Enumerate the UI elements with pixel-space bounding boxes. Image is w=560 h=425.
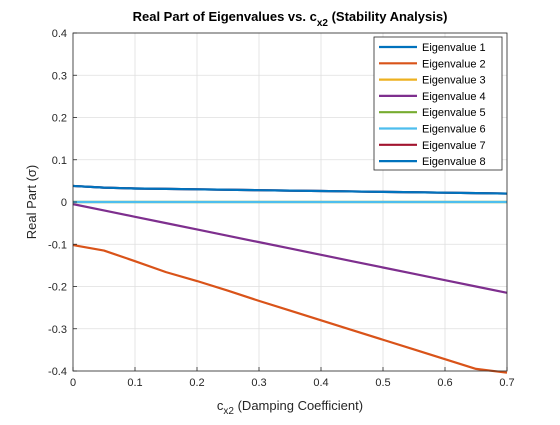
x-tick-label: 0.2 [189, 377, 204, 389]
legend-box [373, 36, 503, 171]
x-tick-label: 0.6 [437, 377, 452, 389]
y-axis-label: Real Part (σ) [24, 165, 39, 239]
legend-label-eigenvalue-8: Eigenvalue 8 [422, 156, 486, 168]
y-tick-label: -0.3 [48, 324, 67, 336]
x-tick-label: 0.5 [375, 377, 390, 389]
chart-title: Real Part of Eigenvalues vs. cx2 (Stabil… [133, 9, 448, 29]
legend-label-eigenvalue-3: Eigenvalue 3 [422, 75, 486, 87]
legend-label-eigenvalue-5: Eigenvalue 5 [422, 107, 486, 119]
y-tick-label: 0 [61, 197, 67, 209]
y-tick-label: -0.4 [48, 366, 67, 378]
x-tick-label: 0.7 [499, 377, 514, 389]
y-tick-label: 0.3 [52, 70, 67, 82]
y-tick-label: -0.1 [48, 239, 67, 251]
legend-label-eigenvalue-6: Eigenvalue 6 [422, 124, 486, 136]
series-line-eigenvalue-2 [72, 244, 508, 374]
x-tick-label: 0 [70, 377, 76, 389]
y-tick-label: 0.4 [52, 28, 67, 40]
y-tick-label: 0.2 [52, 113, 67, 125]
y-tick-label: -0.2 [48, 282, 67, 294]
x-axis-label: cx2 (Damping Coefficient) [217, 398, 363, 417]
y-tick-label: 0.1 [52, 155, 67, 167]
series-line-eigenvalue-4 [72, 203, 508, 294]
x-tick-label: 0.3 [251, 377, 266, 389]
legend: Eigenvalue 1 Eigenvalue 2 Eigenvalue 3 Eige… [373, 36, 503, 171]
legend-label-eigenvalue-2: Eigenvalue 2 [422, 58, 486, 70]
legend-label-eigenvalue-1: Eigenvalue 1 [422, 42, 486, 54]
series-lines [72, 184, 508, 374]
series-line-eigenvalue-8 [72, 184, 508, 195]
x-tick-label: 0.4 [313, 377, 328, 389]
legend-label-eigenvalue-7: Eigenvalue 7 [422, 140, 486, 152]
x-tick-label: 0.1 [127, 377, 142, 389]
legend-label-eigenvalue-4: Eigenvalue 4 [422, 91, 486, 103]
ticks: 0 0.1 0.2 0.3 0.4 0.5 0.6 0.7 -0.4 -0.3 -0.2 -0.1 0 0… [48, 28, 515, 389]
